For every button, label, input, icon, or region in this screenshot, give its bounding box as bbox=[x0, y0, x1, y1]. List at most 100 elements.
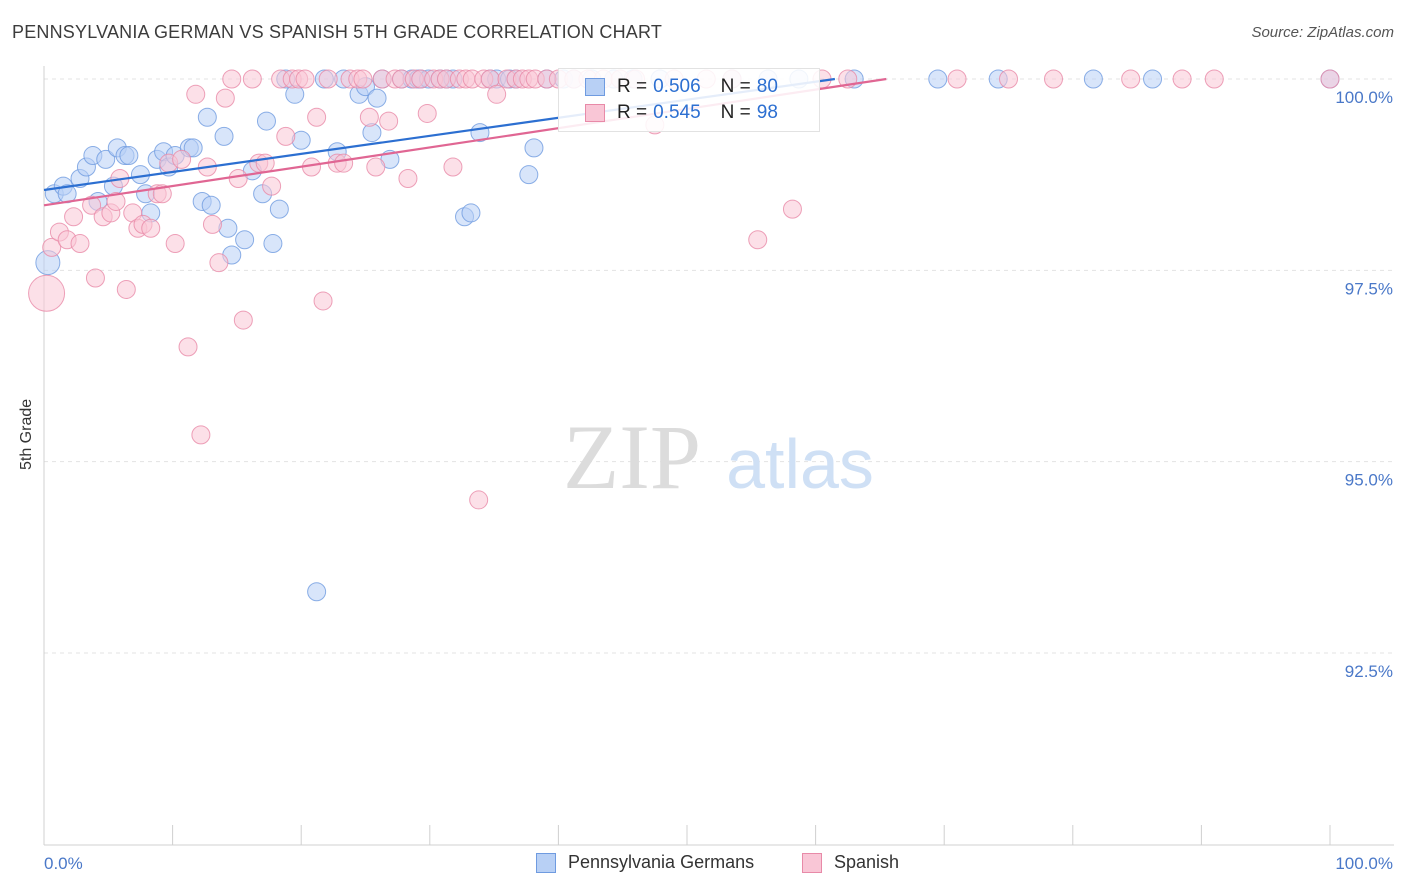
point-spanish bbox=[70, 234, 90, 254]
point-spanish bbox=[1121, 69, 1141, 89]
point-spanish bbox=[999, 69, 1018, 89]
legend-r-label: R = bbox=[617, 76, 648, 97]
point-pennsylvania bbox=[269, 199, 289, 219]
y-tick-label: 95.0% bbox=[1345, 471, 1393, 490]
point-spanish bbox=[242, 69, 262, 89]
chart-title: PENNSYLVANIA GERMAN VS SPANISH 5TH GRADE… bbox=[12, 22, 663, 42]
point-spanish bbox=[222, 69, 242, 89]
point-spanish bbox=[215, 88, 235, 108]
point-spanish bbox=[233, 310, 253, 330]
series-legend-pennsylvania[interactable]: Pennsylvania Germans bbox=[536, 852, 754, 873]
legend-r-value-pennsylvania: 0.506 bbox=[653, 76, 701, 97]
series-legend-spanish[interactable]: Spanish bbox=[802, 852, 899, 873]
legend-swatch-pennsylvania bbox=[585, 78, 605, 96]
point-spanish bbox=[379, 111, 399, 131]
point-spanish bbox=[469, 490, 489, 510]
point-spanish bbox=[947, 69, 967, 89]
point-spanish bbox=[487, 84, 507, 104]
legend-row-spanish: R = 0.545 N = 98 bbox=[585, 102, 778, 124]
point-spanish bbox=[1044, 69, 1064, 89]
point-spanish bbox=[209, 253, 229, 273]
point-spanish bbox=[443, 157, 463, 177]
point-pennsylvania bbox=[519, 165, 539, 185]
point-spanish bbox=[1172, 69, 1192, 89]
point-pennsylvania bbox=[461, 203, 481, 223]
series-swatch-spanish bbox=[802, 852, 822, 873]
point-pennsylvania bbox=[1143, 69, 1163, 89]
y-tick-label: 100.0% bbox=[1335, 88, 1393, 107]
point-spanish bbox=[42, 237, 62, 257]
point-spanish bbox=[202, 214, 222, 234]
point-pennsylvania bbox=[197, 107, 217, 127]
point-pennsylvania bbox=[201, 195, 221, 215]
data-points bbox=[28, 69, 1340, 602]
point-pennsylvania bbox=[119, 146, 139, 166]
point-spanish bbox=[85, 268, 105, 288]
point-spanish bbox=[748, 230, 768, 250]
point-spanish bbox=[191, 425, 211, 445]
point-spanish bbox=[64, 207, 84, 227]
tick-labels: 100.0% 97.5% 95.0% 92.5% 0.0% 100.0% bbox=[44, 88, 1393, 873]
series-label-pennsylvania: Pennsylvania Germans bbox=[568, 852, 755, 872]
point-pennsylvania bbox=[367, 88, 387, 108]
series-swatch-pennsylvania bbox=[536, 852, 556, 873]
point-spanish bbox=[353, 69, 373, 89]
point-spanish bbox=[82, 195, 102, 215]
point-spanish bbox=[782, 199, 802, 219]
legend-swatch-spanish bbox=[585, 104, 605, 122]
axes bbox=[43, 66, 1394, 846]
point-spanish bbox=[417, 103, 437, 123]
point-pennsylvania bbox=[96, 149, 116, 169]
legend-n-label: N = bbox=[720, 76, 751, 97]
watermark: ZIP atlas bbox=[563, 406, 874, 508]
point-spanish bbox=[165, 234, 185, 254]
point-pennsylvania bbox=[307, 582, 327, 602]
point-spanish bbox=[28, 274, 66, 312]
legend-r-value-spanish: 0.545 bbox=[653, 102, 701, 123]
point-pennsylvania bbox=[1083, 69, 1103, 89]
point-spanish bbox=[178, 337, 198, 357]
source-label: Source: ZipAtlas.com bbox=[1251, 24, 1394, 41]
y-tick-label: 97.5% bbox=[1345, 279, 1393, 298]
point-pennsylvania bbox=[235, 230, 255, 250]
point-pennsylvania bbox=[183, 138, 203, 158]
point-spanish bbox=[398, 168, 418, 188]
point-spanish bbox=[366, 157, 386, 177]
point-spanish bbox=[116, 279, 136, 299]
x-tick-label-min: 0.0% bbox=[44, 854, 83, 873]
point-spanish bbox=[172, 149, 192, 169]
point-spanish bbox=[262, 176, 282, 196]
point-spanish bbox=[276, 126, 296, 146]
point-pennsylvania bbox=[256, 111, 276, 131]
legend-n-value-pennsylvania: 80 bbox=[756, 76, 778, 97]
point-pennsylvania bbox=[524, 138, 544, 158]
point-spanish bbox=[228, 168, 248, 188]
point-spanish bbox=[1204, 69, 1224, 89]
point-spanish bbox=[141, 218, 161, 238]
point-pennsylvania bbox=[214, 126, 234, 146]
point-spanish bbox=[307, 107, 327, 127]
x-tick-label-max: 100.0% bbox=[1335, 854, 1393, 873]
point-pennsylvania bbox=[928, 69, 948, 89]
point-spanish bbox=[295, 69, 315, 89]
point-spanish bbox=[255, 153, 275, 173]
point-spanish bbox=[1320, 69, 1340, 89]
y-tick-label: 92.5% bbox=[1345, 662, 1393, 681]
point-spanish bbox=[106, 191, 126, 211]
legend-n-value-spanish: 98 bbox=[756, 102, 778, 123]
point-spanish bbox=[313, 291, 333, 311]
point-spanish bbox=[186, 84, 206, 104]
legend-n-label: N = bbox=[720, 102, 751, 123]
watermark-atlas: atlas bbox=[726, 425, 874, 503]
correlation-legend: R = 0.506 N = 80 R = 0.545 N = 98 bbox=[558, 68, 820, 132]
watermark-zip: ZIP bbox=[563, 406, 701, 508]
point-spanish bbox=[334, 153, 354, 173]
point-pennsylvania bbox=[263, 234, 283, 254]
legend-row-pennsylvania: R = 0.506 N = 80 bbox=[585, 76, 778, 98]
point-spanish bbox=[318, 69, 338, 89]
series-legend: Pennsylvania Germans Spanish bbox=[0, 852, 1406, 876]
legend-r-label: R = bbox=[617, 102, 648, 123]
series-label-spanish: Spanish bbox=[834, 852, 900, 872]
point-spanish bbox=[359, 107, 379, 127]
